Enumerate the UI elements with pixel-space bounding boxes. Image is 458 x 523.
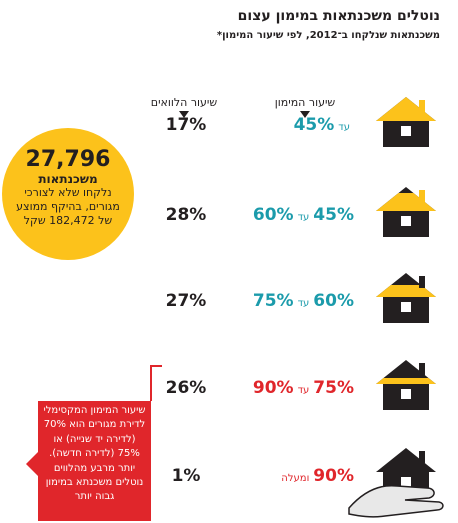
house-icon <box>376 97 436 147</box>
loan-share-value: 17% <box>165 115 207 135</box>
range-from: 75% <box>313 378 354 398</box>
chart-subtitle: משכנתאות שנלקחו ב־2012, לפי שיעור המימון… <box>216 30 440 41</box>
financing-range: 45%עד60% <box>253 205 354 225</box>
financing-column-header: שיעור המימון <box>262 96 348 118</box>
down-arrow-icon <box>300 111 310 118</box>
chart-title: נוטלים משכנתאות במימון עצום <box>237 8 440 24</box>
max-financing-note: שיעור המימון המקסימלי לדירת מגורים הוא 7… <box>38 401 151 521</box>
loan-share-value: 1% <box>171 466 201 486</box>
loan-column-header: שיעור הלוואים <box>134 96 234 118</box>
range-to: 60% <box>252 205 294 225</box>
bracket-tick <box>150 365 162 367</box>
range-to: 45% <box>293 115 335 135</box>
range-connector: עד <box>297 212 310 223</box>
range-from: 90% <box>313 466 354 486</box>
financing-range: 75%עד90% <box>253 378 354 398</box>
note-pointer <box>26 452 38 476</box>
range-from: 60% <box>313 291 354 311</box>
house-icon <box>376 273 436 323</box>
callout-description: נלקחו שלא לצורכי מגורים, בהיקף ממוצע של … <box>16 186 120 227</box>
range-connector: ומעלה <box>281 473 310 484</box>
callout-number: 27,796 <box>25 147 111 172</box>
loan-share-value: 27% <box>165 291 207 311</box>
financing-range: 90%ומעלה <box>277 466 354 486</box>
range-from: 45% <box>313 205 354 225</box>
house-icon <box>376 187 436 237</box>
loan-share-value: 28% <box>165 205 207 225</box>
loan-header-label: שיעור הלוואים <box>150 96 218 109</box>
loan-share-value: 26% <box>165 378 207 398</box>
range-to: 75% <box>252 291 294 311</box>
hand-icon <box>348 484 444 518</box>
bracket-line <box>150 365 152 401</box>
range-connector: עד <box>338 122 350 133</box>
callout-unit: משכנתאות <box>38 172 98 186</box>
house-icon <box>376 360 436 410</box>
range-to: 90% <box>252 378 294 398</box>
down-arrow-icon <box>179 111 189 118</box>
range-connector: עד <box>297 298 310 309</box>
note-text: שיעור המימון המקסימלי לדירת מגורים הוא 7… <box>43 405 146 503</box>
non-residential-callout: 27,796 משכנתאות נלקחו שלא לצורכי מגורים,… <box>2 128 134 260</box>
financing-header-label: שיעור המימון <box>274 96 336 109</box>
financing-range: 60%עד75% <box>253 291 354 311</box>
financing-range: עד45% <box>294 115 354 135</box>
range-connector: עד <box>297 385 310 396</box>
